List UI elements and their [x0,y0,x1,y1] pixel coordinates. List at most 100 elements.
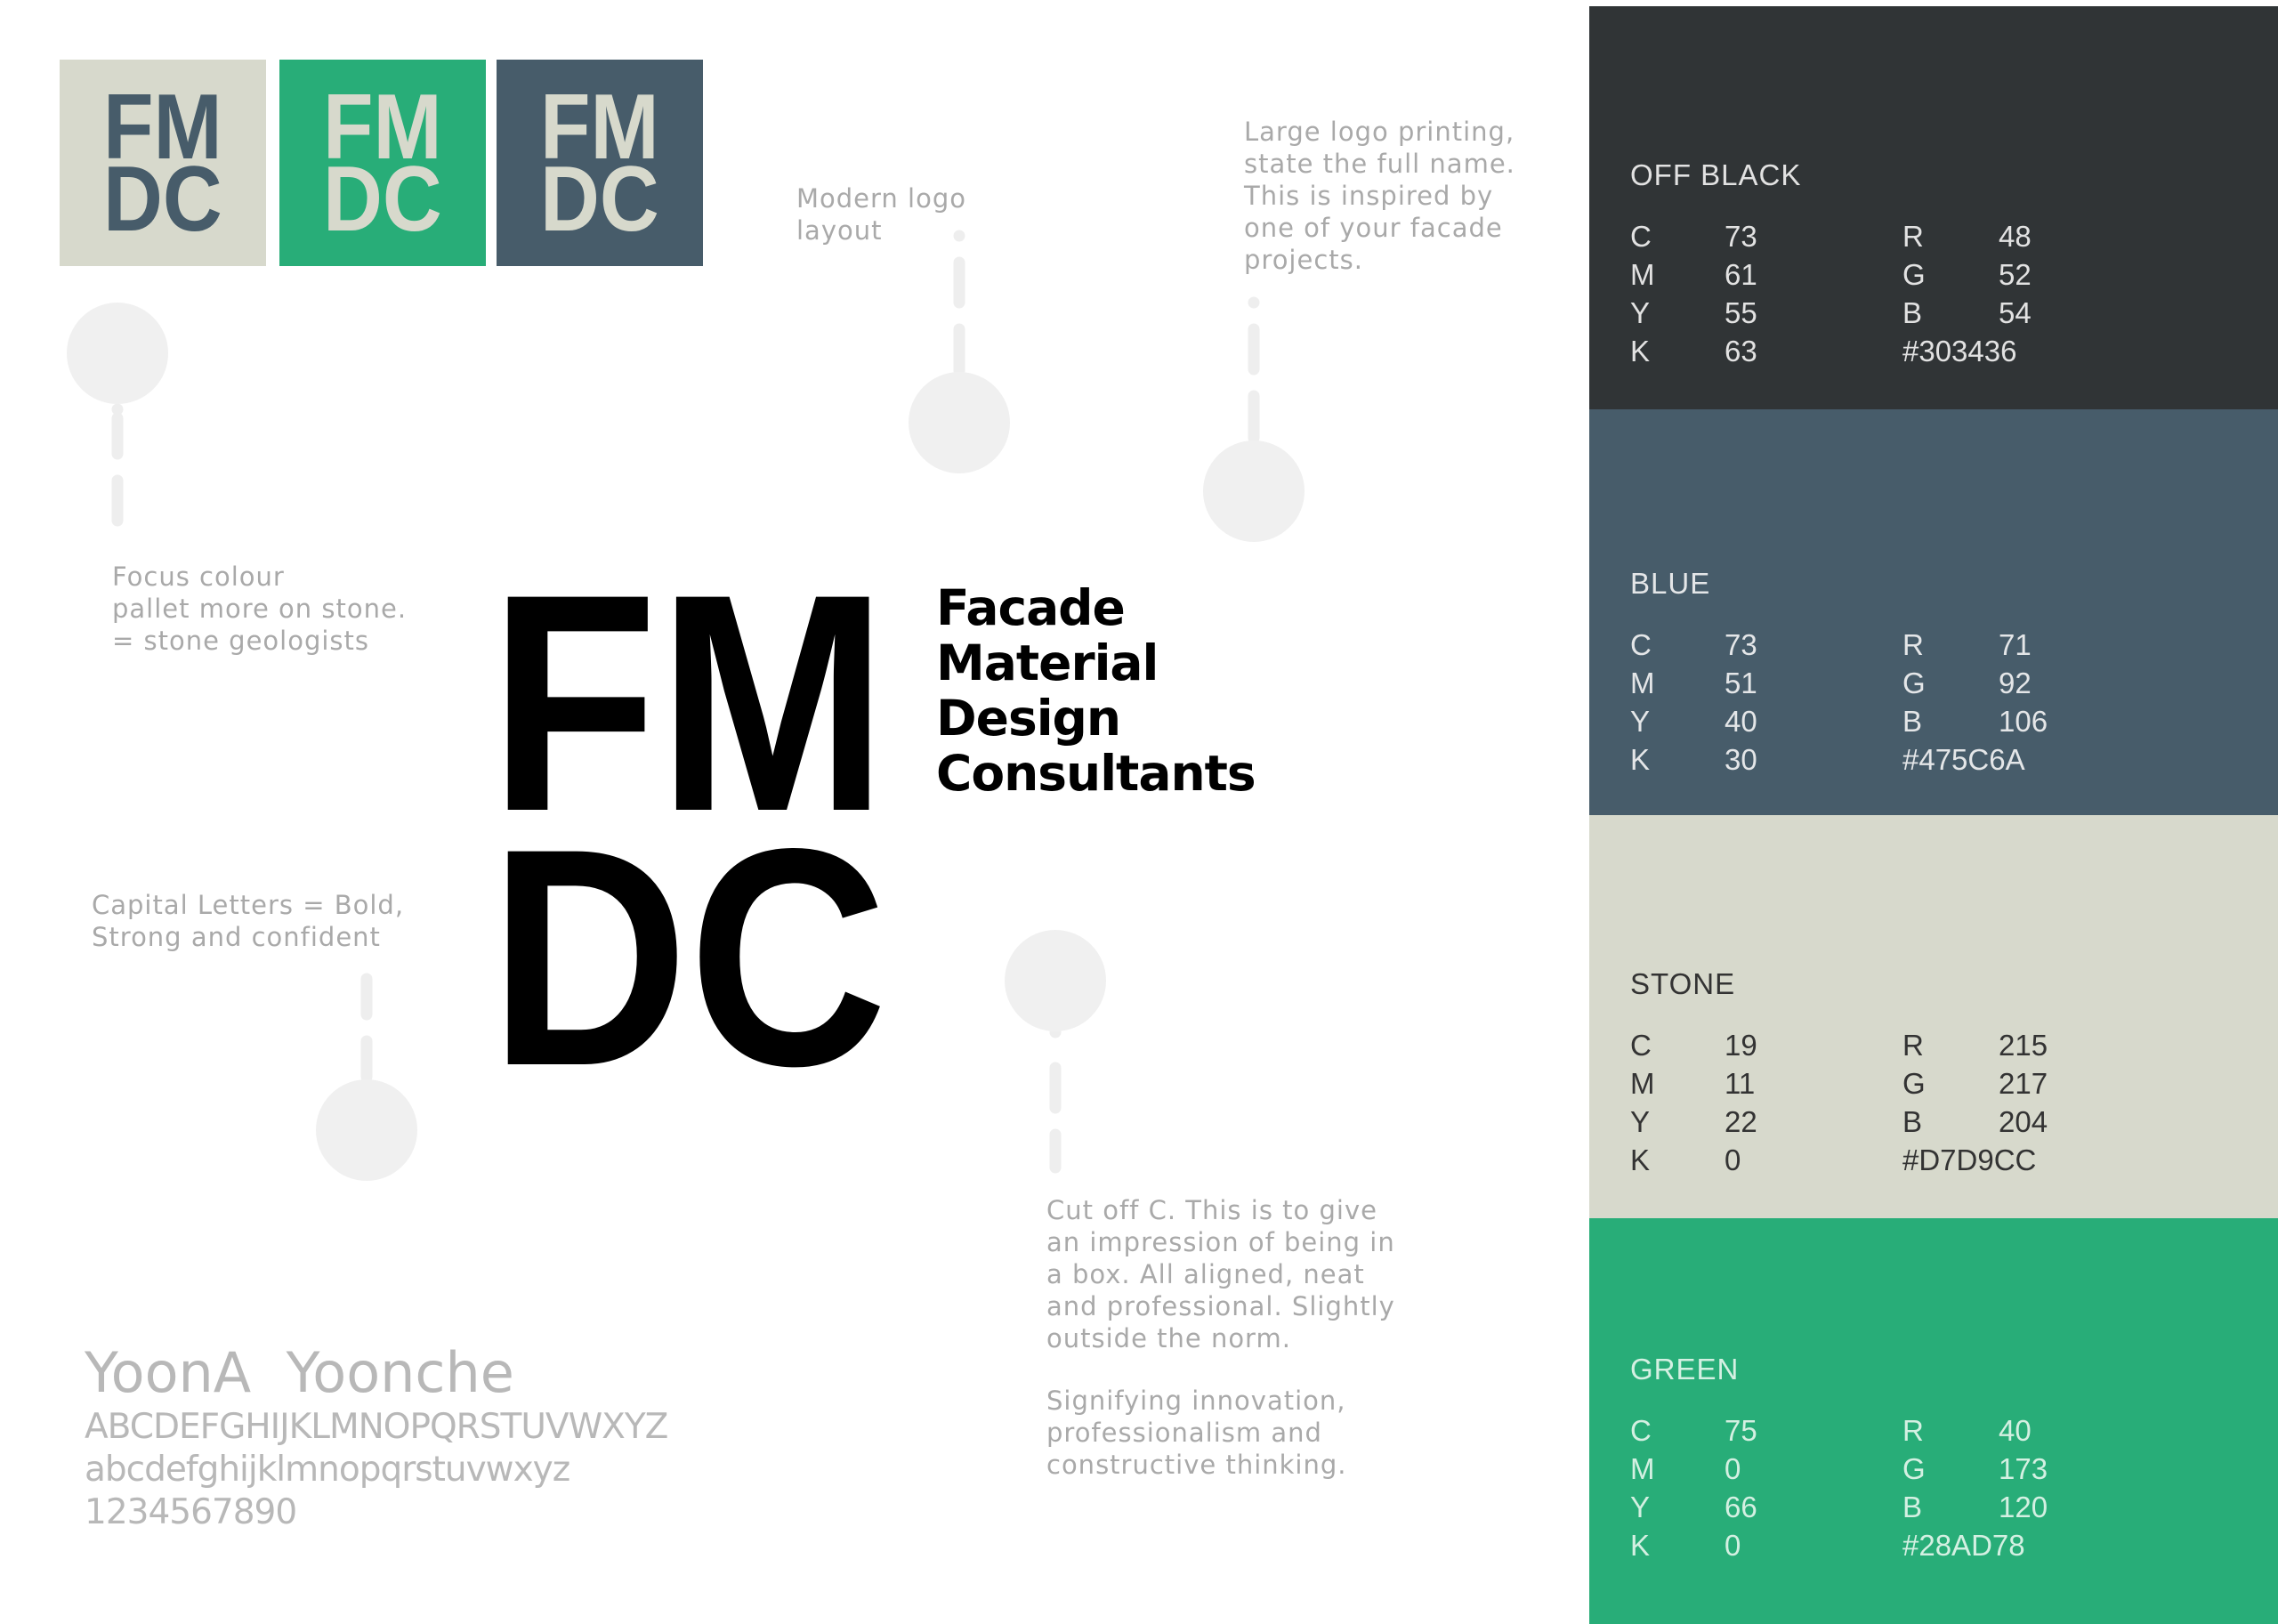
note-modern-layout: Modern logo layout [796,183,966,246]
logo-line-1: FM [489,529,888,876]
connector-dot [1005,930,1106,1031]
cmyk-label: Y [1630,1105,1651,1138]
cmyk-label: C [1630,220,1652,253]
logo-variant-line-1: FM [323,76,442,179]
cmyk-value: 51 [1725,667,1757,699]
rgb-value: 71 [1999,628,2032,661]
rgb-label: B [1902,1491,1923,1523]
logo-variant-line-1: FM [540,76,659,179]
rgb-value: 204 [1999,1105,2048,1138]
company-name-line: Consultants [936,745,1256,802]
rgb-label: G [1902,1452,1926,1485]
cmyk-label: M [1630,667,1655,699]
cmyk-value: 63 [1725,335,1757,368]
swatch-blue: BLUE C 73 R 71 M 51 G 92 Y 40 B 106 K 30 #4… [1589,409,2278,815]
rgb-value: 217 [1999,1067,2048,1100]
cmyk-value: 73 [1725,220,1757,253]
cmyk-label: M [1630,258,1655,291]
connectors [67,230,1305,1181]
rgb-label: B [1902,1105,1923,1138]
cmyk-label: C [1630,1029,1652,1062]
cmyk-label: C [1630,1414,1652,1447]
logo-variant: FM DC [279,60,486,266]
cmyk-label: Y [1630,705,1651,738]
cmyk-label: K [1630,335,1651,368]
rgb-label: R [1902,220,1924,253]
cmyk-value: 55 [1725,296,1757,329]
rgb-value: 54 [1999,296,2032,329]
logo-variant-line-1: FM [103,76,222,179]
swatch-name: STONE [1630,967,1736,1000]
swatch-row: C 73 R 71 [1630,627,2253,666]
rgb-label: R [1902,1414,1924,1447]
swatch-row: Y 40 B 106 [1630,704,2253,742]
logo-variant-line-2: DC [103,148,222,251]
hex-value: #303436 [1902,335,2017,368]
rgb-value: 106 [1999,705,2048,738]
swatch-row: C 73 R 48 [1630,219,2253,257]
colour-palette: OFF BLACK C 73 R 48 M 61 G 52 Y 55 B 54 K 6… [1589,6,2278,1624]
cmyk-label: Y [1630,296,1651,329]
company-name-line: Design [936,690,1121,747]
note-signifying: Signifying innovation, professionalism a… [1046,1386,1347,1480]
cmyk-label: M [1630,1067,1655,1100]
cmyk-value: 73 [1725,628,1757,661]
rgb-value: 173 [1999,1452,2048,1485]
swatch-row: K 0 #28AD78 [1630,1528,2253,1566]
company-name-line: Facade [936,579,1126,636]
rgb-label: B [1902,705,1923,738]
swatch-row: Y 55 B 54 [1630,295,2253,334]
swatch-name: GREEN [1630,1353,1740,1386]
note-capital-letters: Capital Letters = Bold, Strong and confi… [92,890,405,952]
logo-variant-line-2: DC [323,148,442,251]
rgb-value: 40 [1999,1414,2032,1447]
swatch-row: C 19 R 215 [1630,1028,2253,1066]
rgb-label: B [1902,296,1923,329]
cmyk-value: 61 [1725,258,1757,291]
swatch-name: OFF BLACK [1630,158,1802,191]
cmyk-value: 40 [1725,705,1757,738]
hex-value: #D7D9CC [1902,1143,2037,1176]
connector-dot [316,1079,417,1181]
cmyk-label: K [1630,1529,1651,1562]
swatch-row: K 63 #303436 [1630,334,2253,372]
cmyk-value: 0 [1725,1529,1741,1562]
swatch-name: BLUE [1630,567,1711,600]
swatch-row: Y 66 B 120 [1630,1490,2253,1528]
rgb-label: R [1902,628,1924,661]
rgb-value: 48 [1999,220,2032,253]
logo-variant: FM DC [497,60,703,266]
logo-variant-line-2: DC [540,148,659,251]
swatch-row: K 30 #475C6A [1630,742,2253,780]
hex-value: #475C6A [1902,743,2025,776]
swatch-green: GREEN C 75 R 40 M 0 G 173 Y 66 B 120 K 0 #2… [1589,1218,2278,1624]
cmyk-value: 19 [1725,1029,1757,1062]
note-focus-colour: Focus colour pallet more on stone. = sto… [112,562,408,656]
rgb-value: 92 [1999,667,2032,699]
rgb-label: G [1902,667,1926,699]
company-name-line: Material [936,634,1159,691]
cmyk-label: M [1630,1452,1655,1485]
rgb-value: 120 [1999,1491,2048,1523]
swatch-row: Y 22 B 204 [1630,1104,2253,1143]
note-cut-off-c: Cut off C. This is to give an impression… [1046,1195,1395,1353]
uppercase-sample: ABCDEFGHIJKLMNOPQRSTUVWXYZ [85,1407,668,1447]
swatch-row: M 0 G 173 [1630,1451,2253,1490]
rgb-label: R [1902,1029,1924,1062]
cmyk-value: 22 [1725,1105,1757,1138]
hex-value: #28AD78 [1902,1529,2025,1562]
rgb-value: 215 [1999,1029,2048,1062]
rgb-label: G [1902,258,1926,291]
cmyk-value: 0 [1725,1143,1741,1176]
cmyk-label: K [1630,1143,1651,1176]
cmyk-label: K [1630,743,1651,776]
rgb-value: 52 [1999,258,2032,291]
typeface-names: YoonA Yoonche [85,1340,514,1405]
cmyk-value: 30 [1725,743,1757,776]
cmyk-label: Y [1630,1491,1651,1523]
cmyk-value: 11 [1725,1067,1756,1100]
lowercase-sample: abcdefghijklmnopqrstuvwxyz [85,1450,570,1490]
digits-sample: 1234567890 [85,1492,297,1532]
cmyk-value: 0 [1725,1452,1741,1485]
logo-line-2: DC [489,784,888,1130]
